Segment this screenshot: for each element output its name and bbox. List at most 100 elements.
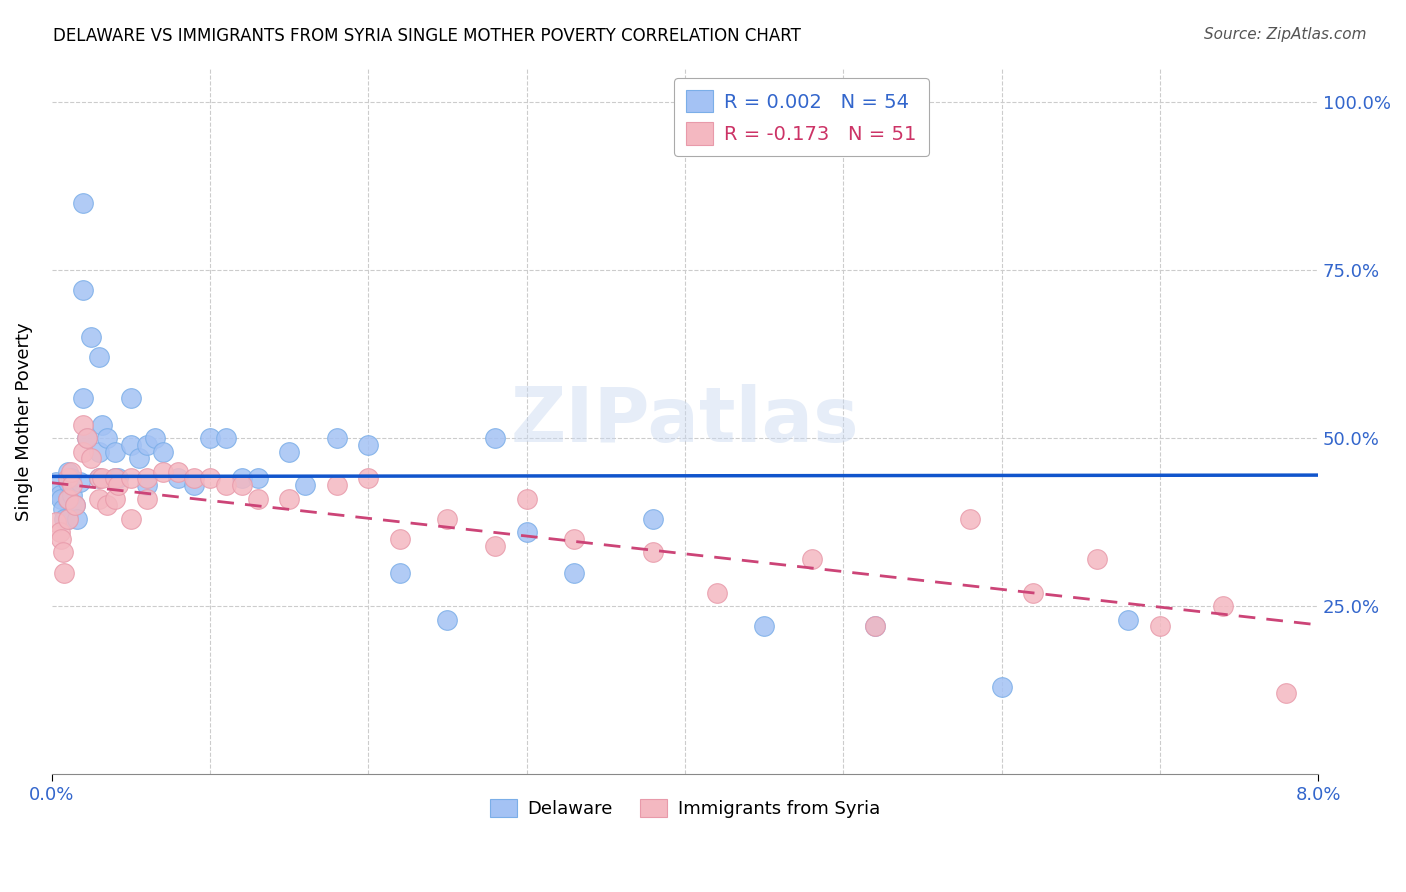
Point (643, 512, 665, 526)
Point (215, 431, 238, 445)
Text: DELAWARE VS IMMIGRANTS FROM SYRIA SINGLE MOTHER POVERTY CORRELATION CHART: DELAWARE VS IMMIGRANTS FROM SYRIA SINGLE… (53, 27, 801, 45)
Point (104, 471, 127, 485)
Point (48, 525, 70, 540)
Point (72, 391, 94, 405)
Point (51, 532, 73, 546)
Point (135, 438, 157, 452)
Point (65, 499, 87, 513)
Point (1085, 552, 1108, 566)
Point (76, 431, 98, 445)
Point (89, 491, 111, 506)
Point (120, 512, 142, 526)
Point (278, 444, 301, 458)
Y-axis label: Single Mother Poverty: Single Mother Poverty (15, 322, 32, 521)
Point (107, 478, 129, 492)
Point (51, 491, 73, 506)
Point (752, 619, 775, 633)
Point (96, 431, 118, 445)
Point (91, 417, 114, 432)
Point (120, 391, 142, 405)
Point (56, 465, 79, 479)
Point (135, 471, 157, 485)
Point (152, 465, 174, 479)
Point (80, 451, 103, 466)
Point (436, 613, 458, 627)
Point (89, 444, 111, 458)
Point (562, 532, 585, 546)
Point (53, 512, 76, 526)
Point (56, 512, 79, 526)
Point (91, 471, 114, 485)
Point (325, 431, 347, 445)
Point (246, 471, 269, 485)
Point (231, 471, 253, 485)
Point (294, 478, 316, 492)
Point (135, 491, 157, 506)
Point (388, 566, 411, 580)
Point (59, 465, 82, 479)
Point (128, 451, 150, 466)
Point (89, 471, 111, 485)
Point (863, 619, 886, 633)
Point (104, 491, 127, 506)
Point (52, 501, 75, 516)
Point (120, 471, 142, 485)
Point (562, 566, 585, 580)
Point (76, 431, 98, 445)
Point (48, 488, 70, 502)
Point (863, 619, 886, 633)
Point (45, 475, 67, 489)
Point (231, 478, 253, 492)
Point (1022, 585, 1045, 599)
Point (66, 512, 89, 526)
Point (60, 478, 83, 492)
Point (56, 491, 79, 506)
Point (183, 478, 205, 492)
Point (56, 512, 79, 526)
Point (516, 491, 538, 506)
Point (80, 330, 103, 344)
Point (246, 491, 269, 506)
Point (198, 471, 221, 485)
Point (1275, 686, 1298, 700)
Point (89, 471, 111, 485)
Point (52, 545, 75, 559)
Point (167, 471, 190, 485)
Point (183, 471, 205, 485)
Point (56, 471, 79, 485)
Point (72, 283, 94, 297)
Point (800, 552, 823, 566)
Text: Source: ZipAtlas.com: Source: ZipAtlas.com (1204, 27, 1367, 42)
Point (516, 525, 538, 540)
Point (65, 499, 87, 513)
Point (1149, 619, 1171, 633)
Text: ZIPatlas: ZIPatlas (510, 384, 859, 458)
Point (60, 488, 83, 502)
Legend: Delaware, Immigrants from Syria: Delaware, Immigrants from Syria (482, 791, 887, 825)
Point (484, 539, 506, 553)
Point (56, 475, 79, 489)
Point (135, 478, 157, 492)
Point (215, 478, 238, 492)
Point (436, 512, 458, 526)
Point (959, 512, 981, 526)
Point (143, 431, 166, 445)
Point (56, 491, 79, 506)
Point (167, 465, 190, 479)
Point (357, 471, 380, 485)
Point (990, 680, 1012, 694)
Point (104, 444, 127, 458)
Point (1212, 599, 1234, 614)
Point (72, 195, 94, 210)
Point (484, 431, 506, 445)
Point (72, 444, 94, 458)
Point (357, 438, 380, 452)
Point (120, 438, 142, 452)
Point (706, 585, 728, 599)
Point (45, 515, 67, 529)
Point (278, 491, 301, 506)
Point (198, 431, 221, 445)
Point (643, 545, 665, 559)
Point (388, 532, 411, 546)
Point (152, 444, 174, 458)
